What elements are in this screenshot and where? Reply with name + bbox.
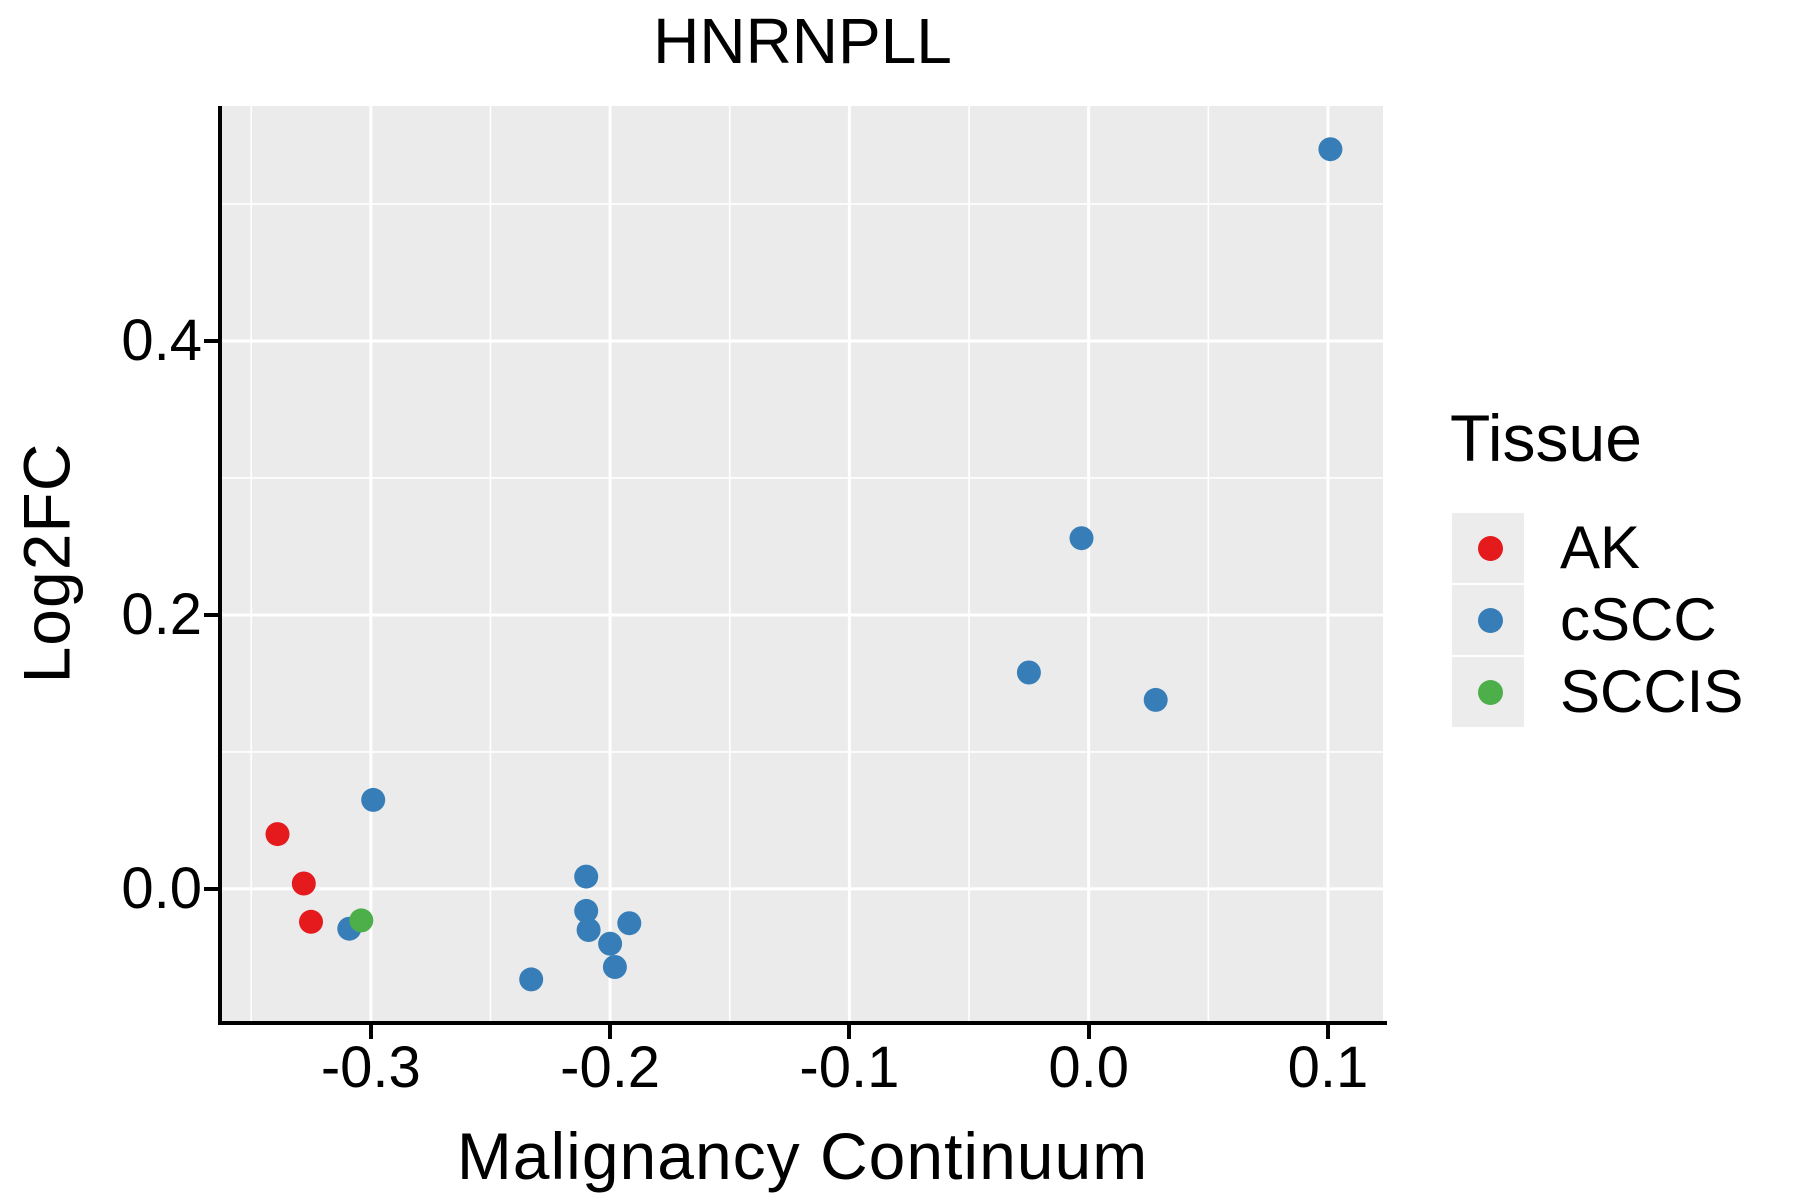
data-point-ak	[291, 871, 316, 896]
plot-panel	[222, 106, 1383, 1021]
legend-dot-icon	[1478, 679, 1503, 705]
data-point-cscc	[519, 967, 544, 992]
x-tick-mark	[1086, 1025, 1091, 1039]
data-point-sccis	[349, 908, 374, 933]
y-tick-mark	[204, 612, 218, 617]
legend-dot-icon	[1478, 535, 1503, 561]
data-point-cscc	[1069, 526, 1094, 551]
x-axis-spine	[218, 1021, 1387, 1025]
plot-title: HNRNPLL	[653, 5, 952, 77]
x-tick-mark	[368, 1025, 373, 1039]
data-point-cscc	[574, 864, 599, 889]
y-tick-label: 0.0	[121, 855, 202, 921]
data-point-cscc	[1143, 687, 1168, 712]
data-point-cscc	[361, 787, 386, 812]
legend-title: Tissue	[1450, 401, 1642, 475]
data-point-ak	[299, 909, 323, 934]
data-point-cscc	[1016, 660, 1041, 685]
legend-key-box	[1452, 656, 1524, 727]
x-tick-label: -0.2	[560, 1035, 661, 1100]
legend-dot-icon	[1478, 607, 1503, 633]
legend-key-box	[1452, 512, 1524, 583]
y-tick-mark	[204, 886, 218, 891]
legend-label: SCCIS	[1560, 657, 1744, 725]
data-point-cscc	[602, 955, 627, 979]
x-tick-label: 0.1	[1287, 1035, 1369, 1100]
data-point-cscc	[598, 931, 623, 956]
data-point-ak	[265, 822, 290, 847]
x-tick-mark	[847, 1025, 852, 1039]
data-point-cscc	[574, 898, 599, 923]
y-tick-label: 0.4	[121, 307, 202, 373]
legend-entries: AK cSCC SCCIS	[1450, 512, 1743, 727]
legend-label: cSCC	[1560, 585, 1717, 653]
legend-key-box	[1452, 584, 1524, 655]
x-tick-mark	[608, 1025, 613, 1039]
data-point-cscc	[1318, 137, 1343, 162]
y-axis-title: Log2FC	[9, 442, 84, 684]
legend-entry-sccis: SCCIS	[1450, 656, 1743, 727]
scatter-svg	[222, 106, 1383, 1021]
data-point-cscc	[576, 918, 601, 942]
x-tick-label: -0.1	[799, 1035, 900, 1100]
x-axis-title: Malignancy Continuum	[456, 1119, 1149, 1193]
x-tick-label: 0.0	[1048, 1035, 1129, 1100]
data-point-cscc	[617, 911, 642, 936]
y-tick-label: 0.2	[121, 581, 202, 647]
y-axis-spine	[218, 106, 222, 1025]
x-tick-mark	[1325, 1025, 1330, 1039]
x-tick-label: -0.3	[320, 1035, 421, 1100]
y-tick-mark	[204, 338, 218, 343]
legend-entry-cscc: cSCC	[1450, 584, 1717, 655]
legend-label: AK	[1560, 513, 1641, 581]
legend-entry-ak: AK	[1450, 512, 1642, 583]
legend: Tissue AK cSCC SCCIS	[1450, 401, 1743, 729]
